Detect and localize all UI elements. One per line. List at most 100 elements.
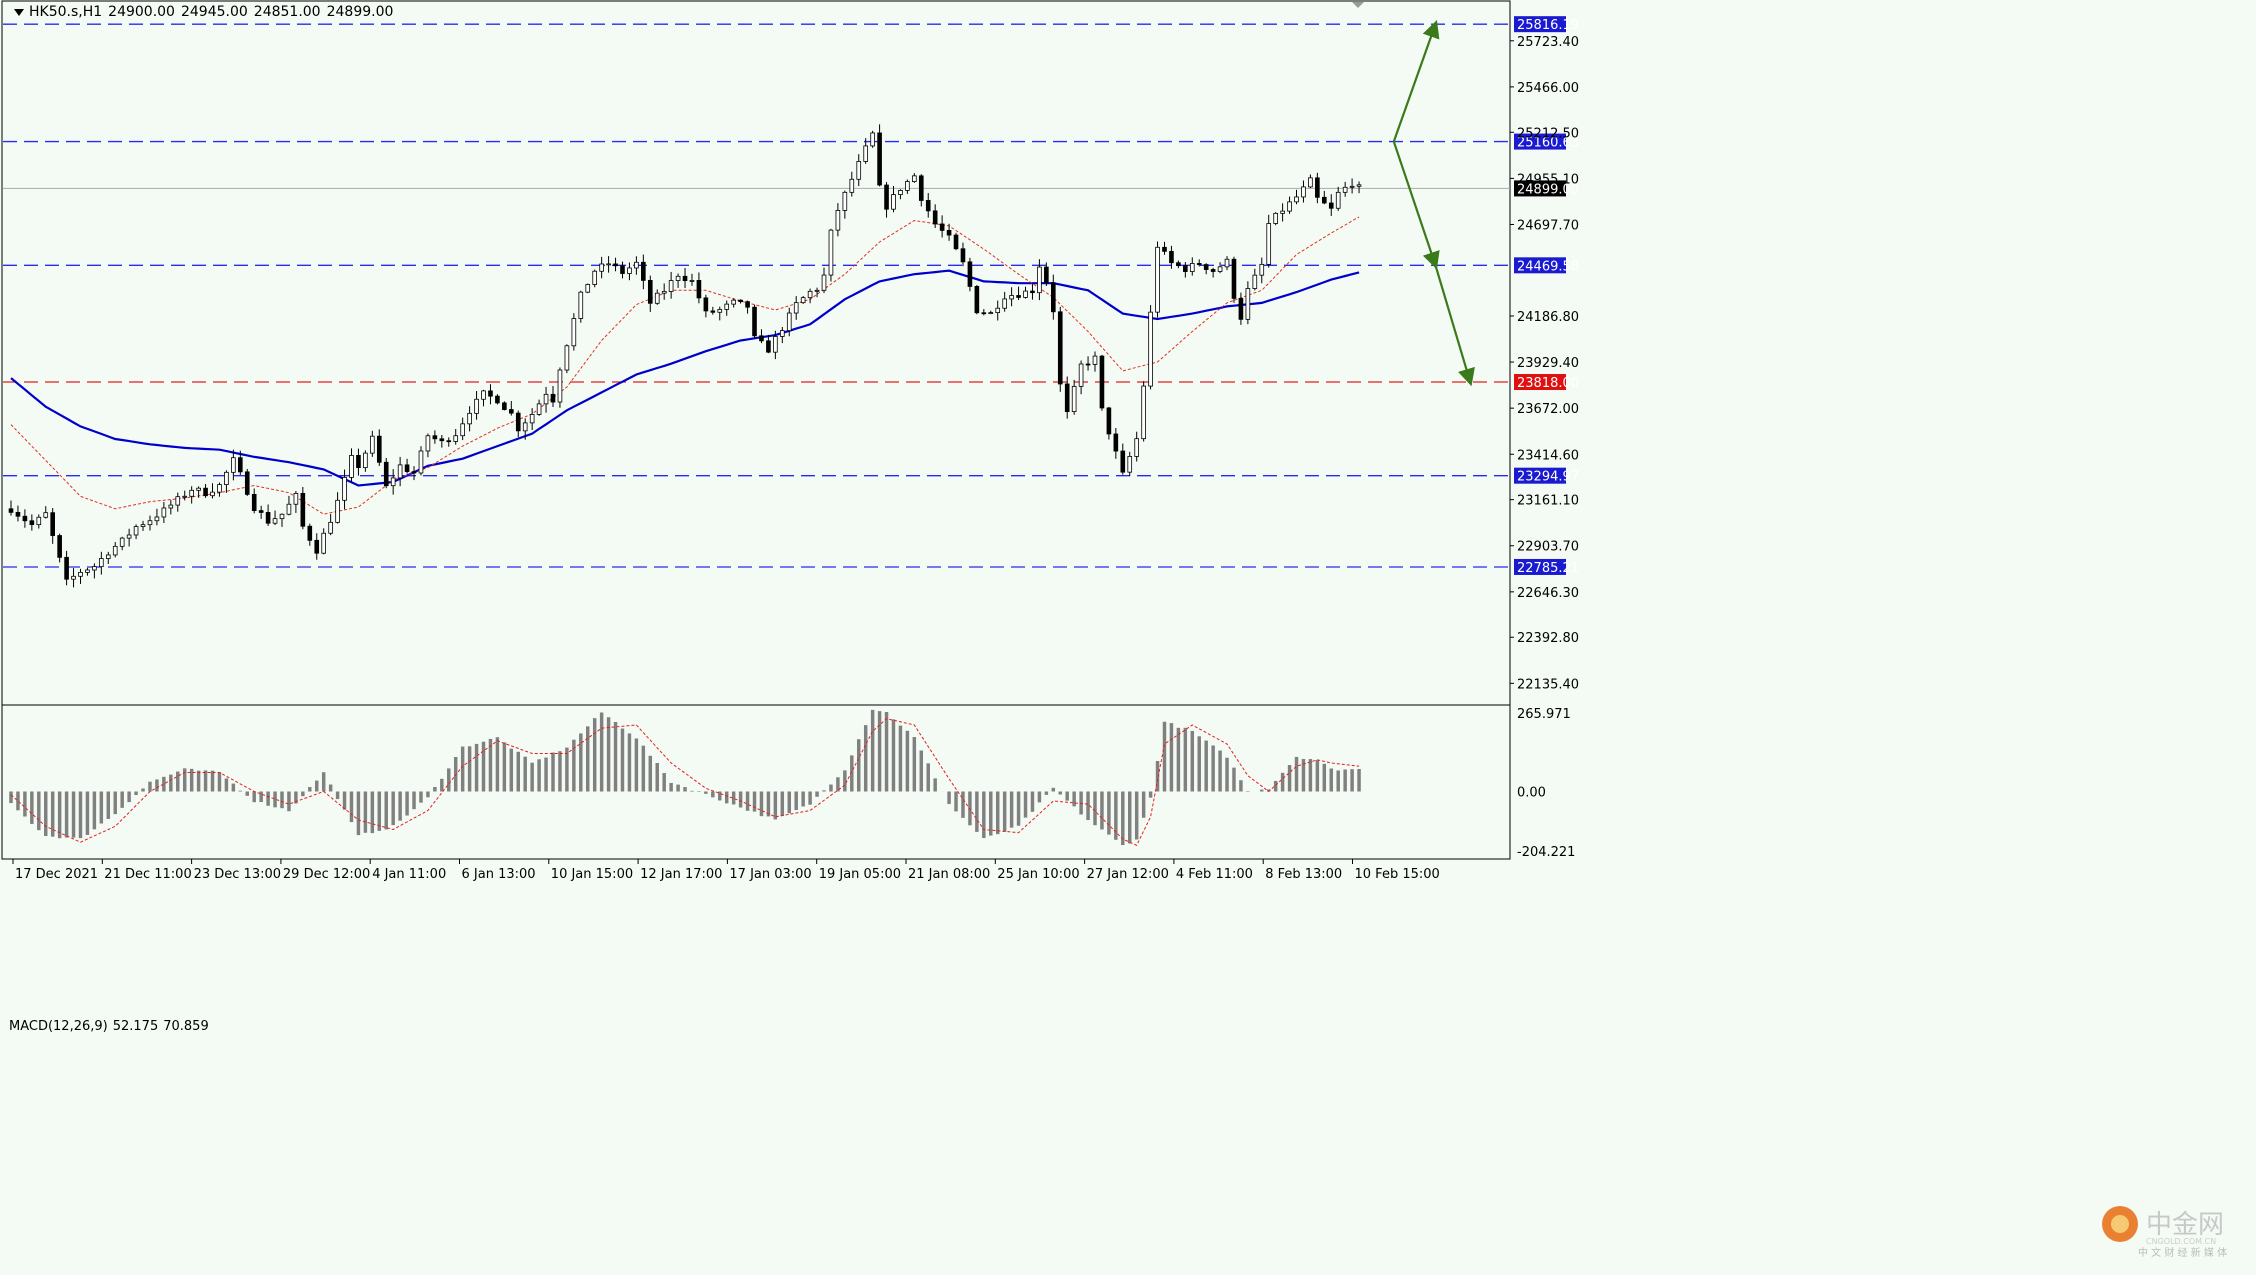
candle-body xyxy=(272,518,278,524)
candle-body xyxy=(293,492,299,505)
x-tick-label-7: 12 Jan 17:00 xyxy=(640,867,722,882)
candle-body xyxy=(828,229,834,276)
macd-y-tick-2: -204.221 xyxy=(1517,845,1575,860)
candle-body xyxy=(925,200,931,212)
candle-body xyxy=(1349,185,1355,188)
candle-body xyxy=(224,471,229,485)
candle-body xyxy=(1037,266,1042,294)
candle-body xyxy=(57,535,62,558)
candle-body xyxy=(1057,311,1063,385)
projection-arrow-0 xyxy=(1392,20,1440,142)
candle-body xyxy=(536,403,542,415)
ma-slow-line xyxy=(10,269,1360,487)
candle-body xyxy=(1189,263,1195,272)
x-tick-label-11: 25 Jan 10:00 xyxy=(997,867,1079,882)
candle-body xyxy=(1210,269,1216,272)
candle-body xyxy=(425,435,431,452)
candle-body xyxy=(376,435,382,463)
candle-body xyxy=(432,435,438,440)
candle-body xyxy=(36,516,42,526)
candle-body xyxy=(807,290,813,299)
y-tick-label-9: 23161.10 xyxy=(1517,494,1579,509)
candle-body xyxy=(1064,383,1070,412)
candle-body xyxy=(1321,196,1327,204)
candle-body xyxy=(634,261,639,269)
candle-body xyxy=(564,345,570,371)
candle-body xyxy=(974,286,980,314)
level-tag-0 xyxy=(1514,16,1566,33)
candle-body xyxy=(1245,288,1251,320)
candle-body xyxy=(515,412,521,432)
candle-body xyxy=(140,524,146,528)
candle-body xyxy=(870,132,875,147)
x-tick-label-15: 10 Feb 15:00 xyxy=(1355,867,1440,882)
level-tag-4 xyxy=(1514,467,1566,484)
candle-body xyxy=(85,569,90,573)
candle-body xyxy=(1078,363,1084,387)
candle-body xyxy=(112,545,118,556)
watermark-logo: 中金网 中 文 财 经 新 媒 体 CNGOLD.COM.CN xyxy=(2102,1206,2227,1259)
candle-body xyxy=(988,312,994,314)
y-tick-label-11: 22646.30 xyxy=(1517,586,1579,601)
candle-body xyxy=(995,307,1001,313)
symbol-label: HK50.s,H1 xyxy=(29,4,103,20)
candle-body xyxy=(571,318,577,347)
candle-body xyxy=(307,525,313,541)
candle-body xyxy=(1196,263,1202,265)
candle-body xyxy=(967,261,973,287)
candle-body xyxy=(550,393,556,403)
candle-body xyxy=(1169,250,1174,264)
candle-body xyxy=(64,556,69,580)
candle-body xyxy=(856,161,862,180)
candle-body xyxy=(92,566,97,571)
candle-body xyxy=(71,575,76,580)
shift-marker-icon[interactable] xyxy=(1352,2,1364,8)
candle-body xyxy=(105,554,111,559)
x-tick-label-8: 17 Jan 03:00 xyxy=(729,867,811,882)
candle-body xyxy=(814,289,820,292)
candle-body xyxy=(1141,385,1146,440)
candle-body xyxy=(1294,196,1299,203)
candle-body xyxy=(863,145,869,162)
level-tag-2 xyxy=(1514,257,1566,274)
y-tick-label-2: 25212.50 xyxy=(1517,126,1579,141)
candle-body xyxy=(154,516,160,522)
candle-body xyxy=(488,390,493,397)
candle-body xyxy=(918,175,924,201)
candle-body xyxy=(800,297,806,304)
candle-body xyxy=(481,390,486,400)
level-tag-label-1: 25160.63 xyxy=(1517,136,1579,151)
candle-body xyxy=(1224,258,1230,268)
candle-body xyxy=(1217,266,1223,272)
candle-body xyxy=(946,230,952,236)
candle-body xyxy=(231,457,236,473)
candle-body xyxy=(627,267,632,274)
candle-body xyxy=(126,534,132,539)
candle-body xyxy=(717,308,723,313)
candle-body xyxy=(1287,201,1292,212)
x-tick-label-6: 10 Jan 15:00 xyxy=(551,867,633,882)
candle-body xyxy=(1099,355,1105,409)
candle-body xyxy=(1023,290,1028,298)
ma-fast-line xyxy=(10,216,1360,515)
current-price-label: 24899.00 xyxy=(1517,182,1579,197)
watermark-url: CNGOLD.COM.CN xyxy=(2146,1237,2216,1246)
dropdown-triangle-icon[interactable] xyxy=(14,8,24,16)
candle-body xyxy=(738,299,743,303)
candle-body xyxy=(133,526,139,536)
low-value: 24851.00 xyxy=(253,4,321,20)
candle-body xyxy=(251,493,257,511)
candle-body xyxy=(543,393,549,405)
candle-body xyxy=(1203,264,1209,270)
candle-body xyxy=(342,477,347,501)
candle-body xyxy=(529,414,535,424)
candle-body xyxy=(349,455,354,478)
candle-body xyxy=(1342,186,1348,193)
candle-body xyxy=(557,369,563,403)
level-tag-label-3: 23818.00 xyxy=(1517,376,1579,391)
x-tick-label-0: 17 Dec 2021 xyxy=(15,867,98,882)
candle-body xyxy=(606,263,611,266)
candle-body xyxy=(1273,212,1278,224)
open-value: 24900.00 xyxy=(108,4,175,20)
candle-body xyxy=(1280,210,1285,214)
